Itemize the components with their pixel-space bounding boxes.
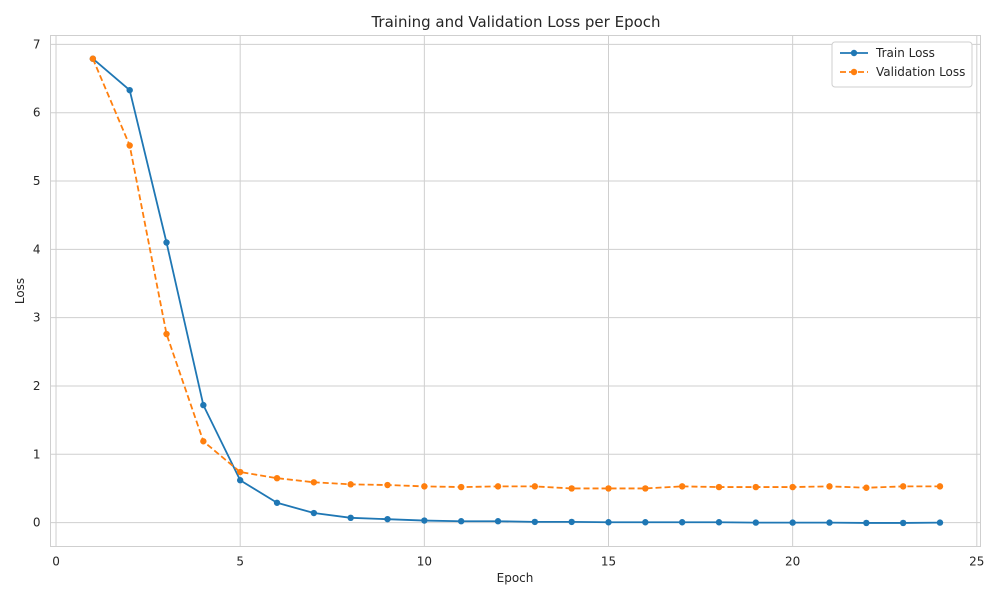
data-point-train-loss — [605, 519, 612, 526]
data-point-train-loss — [421, 517, 428, 524]
data-point-train-loss — [457, 518, 465, 525]
data-point-validation-loss — [384, 481, 391, 489]
data-point-validation-loss — [457, 483, 465, 491]
plot-frame — [50, 35, 981, 547]
data-point-validation-loss — [200, 438, 207, 445]
data-point-train-loss — [163, 239, 170, 246]
data-point-train-loss — [236, 477, 244, 484]
y-tick-label: 7 — [33, 37, 41, 51]
legend-marker-validation-loss — [850, 68, 858, 76]
data-point-train-loss — [126, 86, 133, 94]
series-line-validation-loss — [92, 58, 940, 490]
data-point-train-loss — [568, 518, 575, 526]
x-axis-label: Epoch — [497, 571, 534, 585]
data-point-train-loss — [789, 519, 796, 526]
tick-labels: 0 5 10 15 20 25 0 1 2 3 4 5 6 7 — [33, 37, 985, 568]
data-point-validation-loss — [421, 483, 428, 490]
y-tick-label: 1 — [33, 447, 41, 461]
data-point-validation-loss — [568, 485, 575, 492]
data-point-train-loss — [715, 519, 723, 526]
legend-label-validation-loss: Validation Loss — [876, 65, 965, 79]
data-point-train-loss — [347, 514, 354, 522]
y-tick-label: 5 — [33, 174, 41, 188]
legend-label-train-loss: Train Loss — [875, 46, 935, 60]
series-line-train-loss — [92, 58, 940, 524]
data-point-validation-loss — [89, 55, 97, 62]
data-point-validation-loss — [310, 479, 318, 486]
data-point-validation-loss — [163, 330, 170, 338]
legend: Train Loss Validation Loss — [831, 41, 973, 88]
data-point-validation-loss — [605, 485, 612, 492]
chart-title: Training and Validation Loss per Epoch — [370, 13, 660, 31]
y-tick-label: 6 — [33, 106, 41, 120]
data-point-validation-loss — [826, 483, 833, 490]
data-point-validation-loss — [236, 468, 244, 476]
data-point-validation-loss — [863, 484, 870, 491]
y-tick-label: 0 — [33, 516, 41, 530]
y-axis-label: Loss — [13, 278, 27, 304]
data-point-validation-loss — [789, 483, 796, 491]
data-point-train-loss — [273, 499, 281, 506]
data-point-train-loss — [899, 519, 907, 527]
data-point-validation-loss — [126, 142, 133, 149]
data-point-validation-loss — [899, 483, 907, 490]
data-point-train-loss — [531, 518, 539, 526]
data-point-validation-loss — [531, 483, 539, 490]
data-point-train-loss — [678, 519, 686, 526]
series-layer — [89, 55, 944, 527]
y-tick-label: 3 — [33, 311, 41, 325]
legend-marker-train-loss — [850, 49, 858, 57]
data-point-train-loss — [826, 519, 833, 526]
data-point-train-loss — [494, 518, 502, 525]
y-tick-label: 2 — [33, 379, 41, 393]
y-tick-label: 4 — [33, 242, 41, 256]
x-tick-label: 15 — [601, 555, 616, 569]
data-point-train-loss — [642, 519, 649, 526]
x-tick-label: 0 — [52, 555, 60, 569]
data-point-validation-loss — [715, 483, 723, 491]
data-point-train-loss — [384, 515, 391, 523]
data-point-validation-loss — [273, 474, 281, 482]
data-point-validation-loss — [642, 485, 649, 492]
data-point-validation-loss — [936, 483, 944, 490]
x-tick-label: 10 — [417, 555, 432, 569]
x-tick-label: 25 — [969, 555, 984, 569]
data-point-validation-loss — [494, 483, 502, 490]
data-point-train-loss — [936, 519, 944, 526]
data-point-validation-loss — [347, 481, 354, 488]
grid — [50, 35, 981, 547]
x-tick-label: 20 — [785, 555, 800, 569]
data-point-train-loss — [200, 401, 207, 409]
data-point-train-loss — [310, 509, 318, 517]
data-point-validation-loss — [752, 483, 760, 491]
data-point-train-loss — [863, 519, 870, 527]
x-tick-label: 5 — [236, 555, 244, 569]
data-point-validation-loss — [678, 483, 686, 490]
data-point-train-loss — [752, 519, 760, 526]
